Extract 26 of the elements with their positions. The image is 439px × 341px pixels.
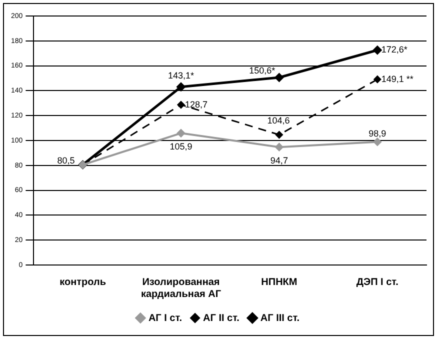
point: [374, 76, 382, 84]
data-label: 172,6*: [381, 44, 408, 55]
data-label: 149,1 **: [381, 74, 414, 84]
point: [373, 46, 382, 54]
x-tick-label: НПНКМ: [261, 276, 298, 288]
data-label: 104,6: [267, 115, 290, 126]
point: [373, 138, 382, 146]
x-tick-label: контроль: [60, 276, 106, 288]
point: [274, 73, 284, 82]
data-label: 80,5: [57, 155, 75, 166]
point: [177, 101, 185, 109]
point: [176, 82, 186, 92]
legend-label: АГ III ст.: [260, 312, 300, 324]
data-label: 98,9: [368, 128, 386, 138]
data-label: 150,6*: [249, 65, 276, 76]
point: [275, 143, 284, 152]
legend-label: АГ II ст.: [203, 312, 240, 324]
x-tick-label: ДЭП I ст.: [356, 276, 399, 288]
point: [176, 129, 185, 138]
x-tick-label: Изолированная кардиальная АГ: [140, 276, 222, 300]
data-label: 143,1*: [168, 70, 194, 80]
point: [275, 131, 283, 139]
data-label: 105,9: [170, 142, 192, 152]
data-label: 94,7: [270, 156, 288, 166]
data-label: 128,7: [184, 99, 208, 110]
legend-label: АГ I ст.: [148, 312, 182, 324]
